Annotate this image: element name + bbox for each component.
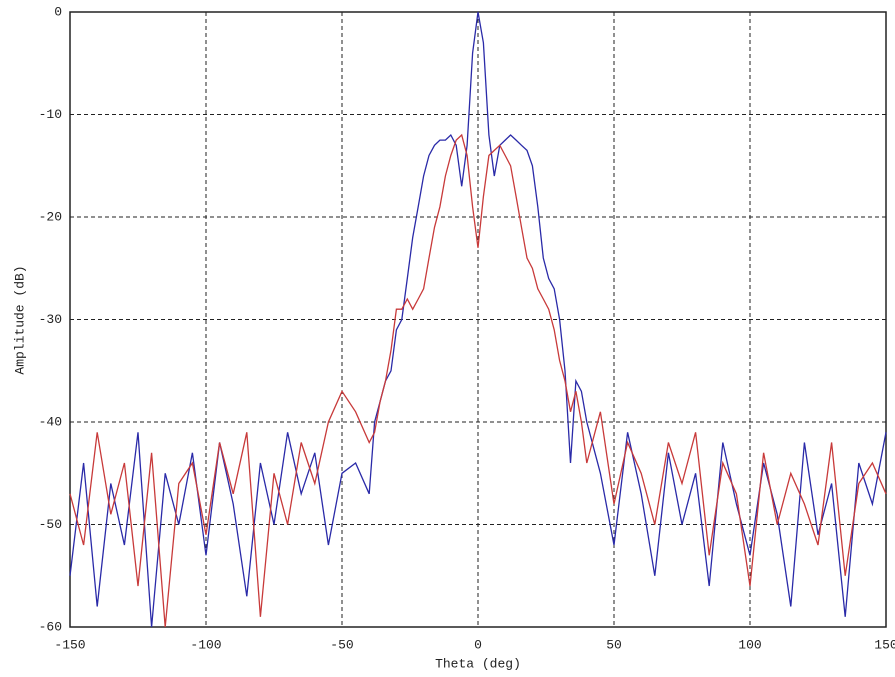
- x-axis-label: Theta (deg): [435, 656, 521, 671]
- x-tick-label: -150: [54, 637, 85, 652]
- y-tick-label: 0: [54, 4, 62, 19]
- y-tick-label: -40: [39, 414, 62, 429]
- y-tick-label: -20: [39, 209, 62, 224]
- x-tick-label: 150: [874, 637, 895, 652]
- x-tick-label: -50: [330, 637, 353, 652]
- y-tick-label: -10: [39, 107, 62, 122]
- x-tick-label: 50: [606, 637, 622, 652]
- y-tick-label: -60: [39, 619, 62, 634]
- x-tick-label: 0: [474, 637, 482, 652]
- y-tick-label: -30: [39, 312, 62, 327]
- y-axis-label: Amplitude (dB): [12, 265, 27, 374]
- x-tick-label: 100: [738, 637, 761, 652]
- series-line: [69, 11, 887, 628]
- y-tick-label: -50: [39, 517, 62, 532]
- x-tick-label: -100: [190, 637, 221, 652]
- series-line: [69, 133, 887, 628]
